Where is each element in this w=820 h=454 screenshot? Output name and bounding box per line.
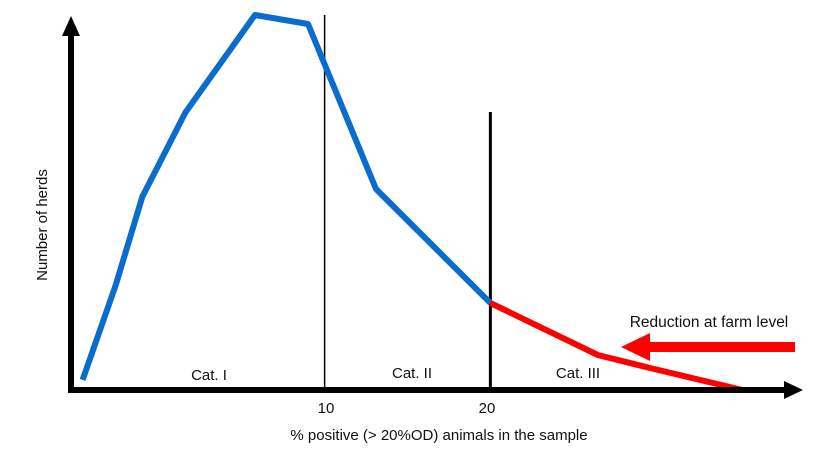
- x-axis-arrowhead: [784, 381, 803, 399]
- series-line-2: [489, 300, 744, 393]
- y-axis-arrowhead: [62, 16, 80, 36]
- reduction-arrow-shaft: [648, 342, 795, 352]
- reduction-arrow-head: [621, 333, 650, 361]
- annotation-text: Reduction at farm level: [630, 314, 789, 331]
- category-label-2: Cat. II: [392, 365, 432, 382]
- y-axis-label: Number of herds: [34, 169, 51, 281]
- reduction-arrow: [621, 333, 795, 361]
- series-line-1: [79, 12, 493, 381]
- x-axis-label: % positive (> 20%OD) animals in the samp…: [290, 427, 587, 444]
- x-tick-label-20: 20: [479, 400, 496, 417]
- category-label-1: Cat. I: [191, 367, 227, 384]
- category-label-3: Cat. III: [556, 365, 600, 382]
- x-tick-label-10: 10: [318, 400, 335, 417]
